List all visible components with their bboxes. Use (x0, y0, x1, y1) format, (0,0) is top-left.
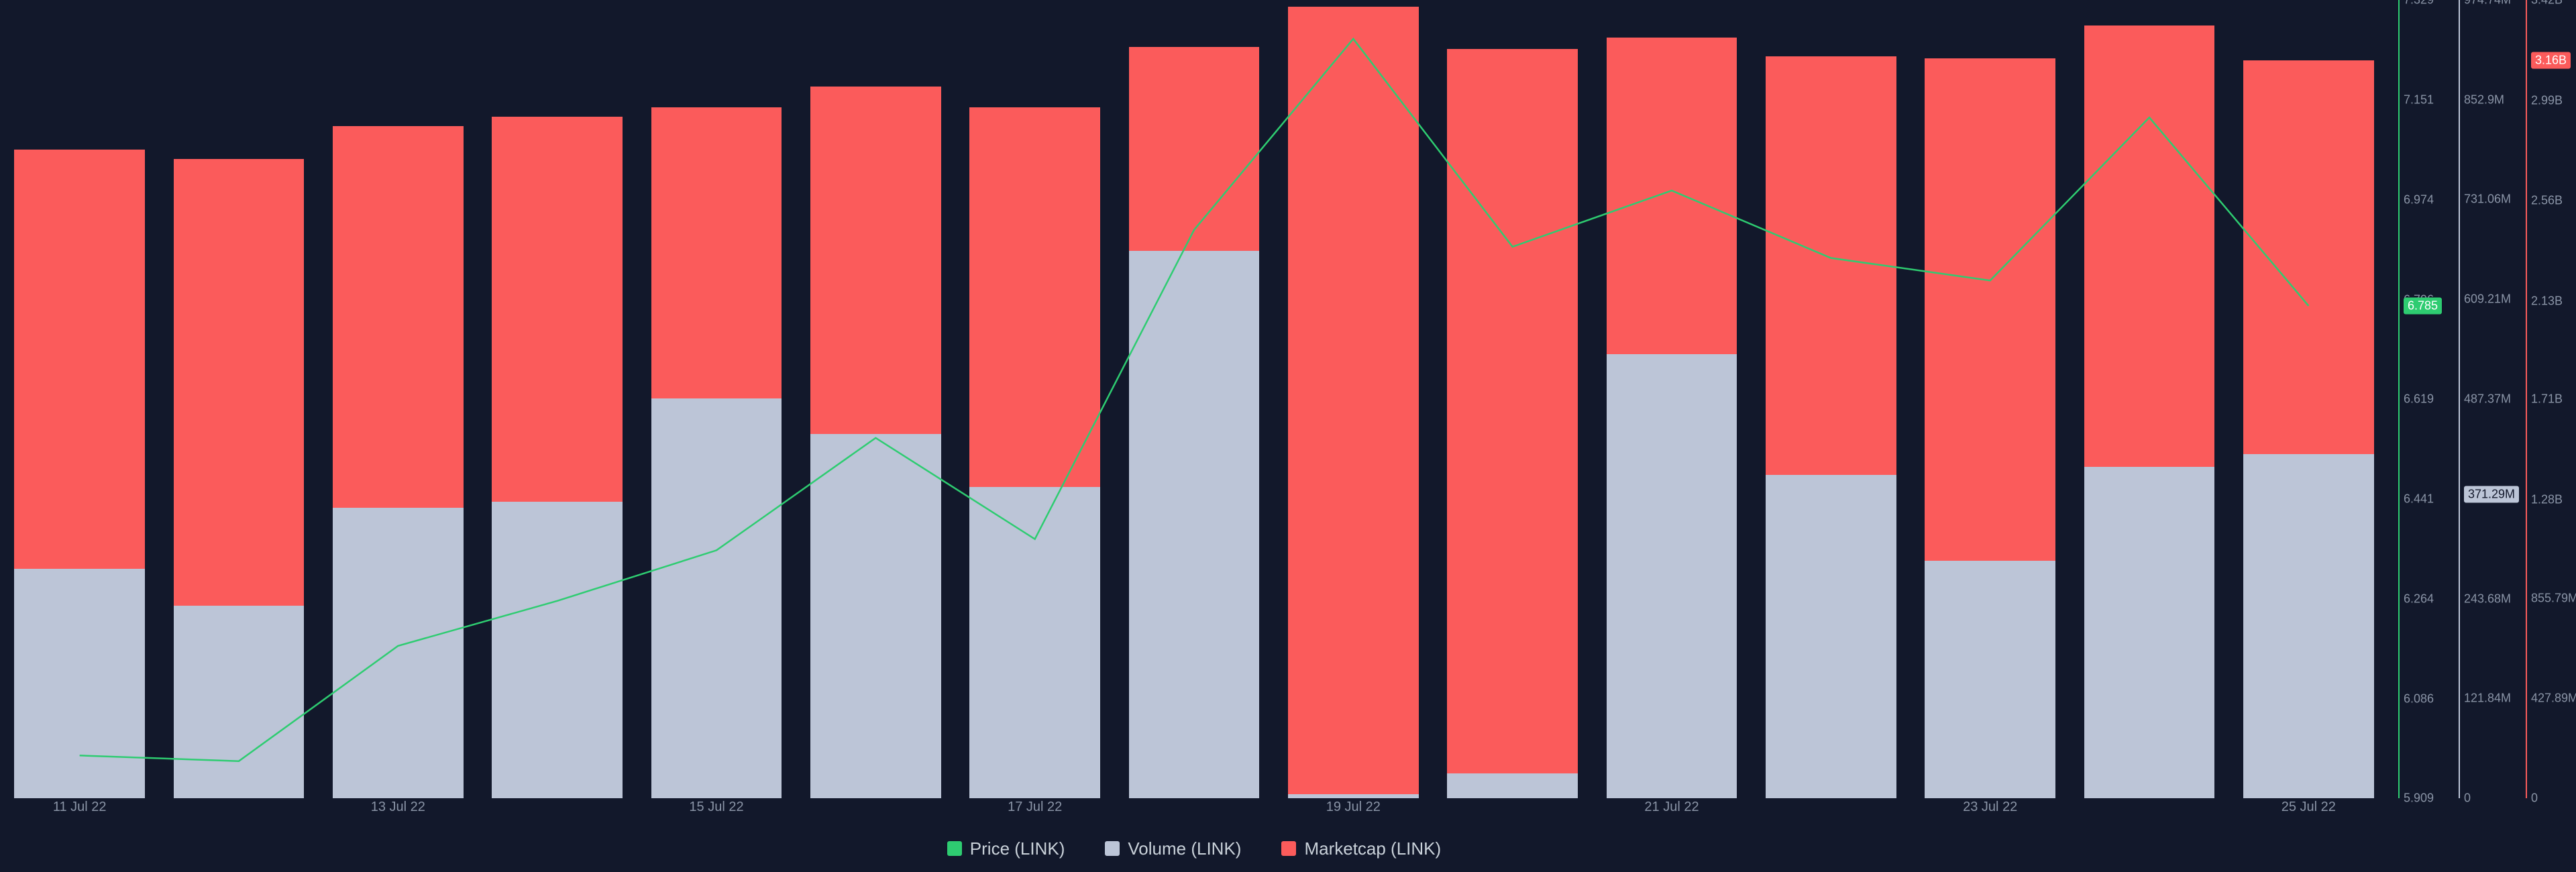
legend-item-volume[interactable]: Volume (LINK) (1105, 838, 1241, 859)
legend-item-marketcap[interactable]: Marketcap (LINK) (1281, 838, 1441, 859)
x-axis-label: 17 Jul 22 (1008, 800, 1062, 815)
price-line-layer (0, 0, 2388, 798)
marketcap-axis-tick: 2.56B (2531, 194, 2563, 208)
price-axis-tick: 6.086 (2404, 692, 2434, 706)
price-polyline (80, 39, 2309, 761)
price-axis-line (2398, 0, 2400, 798)
y-axes: 7.3297.1516.9746.7966.6196.4416.2646.086… (2392, 0, 2573, 798)
marketcap-axis-tick: 2.13B (2531, 294, 2563, 308)
price-axis-tick: 6.264 (2404, 592, 2434, 606)
volume-axis-tick: 609.21M (2464, 292, 2511, 307)
volume-axis-line (2459, 0, 2460, 798)
volume-axis-tick: 243.68M (2464, 592, 2511, 606)
marketcap-current-badge: 3.16B (2531, 52, 2571, 69)
x-axis-label: 21 Jul 22 (1644, 800, 1699, 815)
price-axis-tick: 7.329 (2404, 0, 2434, 7)
volume-axis-tick: 121.84M (2464, 692, 2511, 706)
marketcap-axis-tick: 1.71B (2531, 392, 2563, 406)
price-axis-tick: 6.974 (2404, 193, 2434, 207)
volume-axis-tick: 974.74M (2464, 0, 2511, 7)
legend-label: Price (LINK) (970, 838, 1065, 859)
marketcap-axis-tick: 0 (2531, 792, 2538, 806)
x-axis-label: 25 Jul 22 (2282, 800, 2336, 815)
crypto-chart-panel: 11 Jul 22 13 Jul 22 15 Jul 22 17 Jul 22 19 J… (0, 0, 2576, 872)
volume-axis-tick: 487.37M (2464, 392, 2511, 406)
legend-swatch (947, 841, 962, 856)
marketcap-axis-tick: 855.79M (2531, 592, 2576, 606)
x-axis: 11 Jul 22 13 Jul 22 15 Jul 22 17 Jul 22 19 J… (0, 800, 2388, 820)
x-axis-label: 13 Jul 22 (371, 800, 425, 815)
volume-current-badge: 371.29M (2464, 486, 2519, 502)
price-axis-tick: 5.909 (2404, 792, 2434, 806)
price-current-badge: 6.785 (2404, 297, 2442, 314)
marketcap-axis-tick: 427.89M (2531, 692, 2576, 706)
volume-axis-tick: 0 (2464, 792, 2471, 806)
plot-area (0, 0, 2388, 798)
x-axis-label: 23 Jul 22 (1963, 800, 2017, 815)
marketcap-axis-line (2526, 0, 2527, 798)
legend-item-price[interactable]: Price (LINK) (947, 838, 1065, 859)
volume-axis-tick: 852.9M (2464, 93, 2504, 107)
x-axis-label: 19 Jul 22 (1326, 800, 1381, 815)
x-axis-label: 11 Jul 22 (53, 800, 107, 815)
volume-axis-tick: 731.06M (2464, 193, 2511, 207)
price-axis-tick: 6.441 (2404, 492, 2434, 506)
marketcap-axis-tick: 3.42B (2531, 0, 2563, 7)
legend: Price (LINK) Volume (LINK) Marketcap (LINK… (0, 832, 2388, 865)
marketcap-axis-tick: 1.28B (2531, 492, 2563, 506)
legend-label: Marketcap (LINK) (1304, 838, 1441, 859)
legend-label: Volume (LINK) (1128, 838, 1241, 859)
x-axis-label: 15 Jul 22 (689, 800, 743, 815)
legend-swatch (1105, 841, 1120, 856)
legend-swatch (1281, 841, 1296, 856)
price-axis-tick: 6.619 (2404, 392, 2434, 406)
price-axis-tick: 7.151 (2404, 93, 2434, 107)
marketcap-axis-tick: 2.99B (2531, 93, 2563, 107)
